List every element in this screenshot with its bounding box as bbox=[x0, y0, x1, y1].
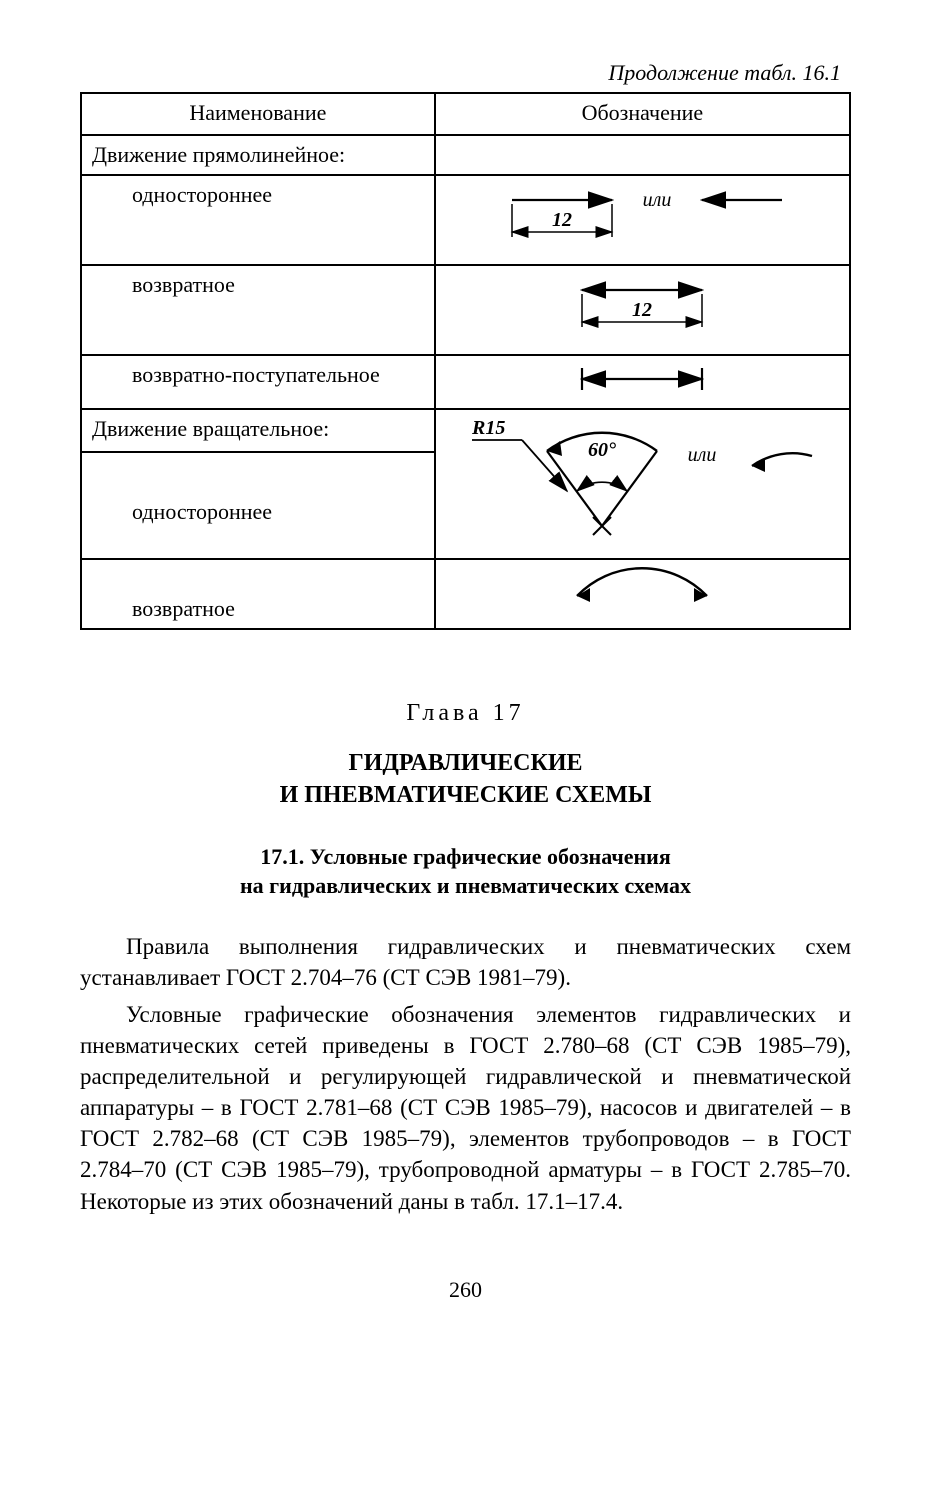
rot-one-icon: R15 60° bbox=[462, 416, 822, 546]
page: Продолжение табл. 16.1 Наименование Обоз… bbox=[0, 0, 931, 1500]
symbol-cell: R15 60° bbox=[435, 409, 850, 559]
symbol-cell bbox=[435, 559, 850, 629]
title-line-2: И ПНЕВМАТИЧЕСКИЕ СХЕМЫ bbox=[80, 779, 851, 811]
symbol-cell: 12 или bbox=[435, 175, 850, 265]
group-title: Движение вращательное: bbox=[81, 409, 435, 452]
row-name: возвратное bbox=[81, 265, 435, 355]
header-sym: Обозначение bbox=[435, 93, 850, 135]
table-row: Движение вращательное: R15 bbox=[81, 409, 850, 452]
table-header-row: Наименование Обозначение bbox=[81, 93, 850, 135]
svg-text:12: 12 bbox=[632, 299, 652, 321]
body-paragraph: Правила выполнения гидравлических и пнев… bbox=[80, 931, 851, 993]
section-title: 17.1. Условные графические обозначения н… bbox=[80, 842, 851, 901]
row-name: возвратно-поступательное bbox=[81, 355, 435, 409]
linear-rev-icon: 12 bbox=[557, 272, 727, 342]
title-line-1: ГИДРАВЛИЧЕСКИЕ bbox=[80, 747, 851, 779]
chapter-label: Глава 17 bbox=[80, 700, 851, 727]
svg-text:60°: 60° bbox=[588, 439, 616, 461]
symbol-cell: 12 bbox=[435, 265, 850, 355]
chapter-title: ГИДРАВЛИЧЕСКИЕ И ПНЕВМАТИЧЕСКИЕ СХЕМЫ bbox=[80, 747, 851, 812]
table-row: возвратное 12 bbox=[81, 265, 850, 355]
body-paragraph: Условные графические обозначения элемент… bbox=[80, 999, 851, 1216]
section-line-1: 17.1. Условные графические обозначения bbox=[80, 842, 851, 872]
svg-text:R15: R15 bbox=[471, 417, 505, 439]
row-name: одностороннее bbox=[81, 175, 435, 265]
page-number: 260 bbox=[80, 1277, 851, 1303]
svg-text:или: или bbox=[688, 444, 717, 466]
header-name: Наименование bbox=[81, 93, 435, 135]
row-name: возвратное bbox=[81, 559, 435, 629]
linear-one-icon: 12 или bbox=[492, 182, 792, 252]
row-name: одностороннее bbox=[81, 452, 435, 559]
symbol-cell bbox=[435, 355, 850, 409]
table-row: возвратное bbox=[81, 559, 850, 629]
svg-text:12: 12 bbox=[552, 209, 572, 231]
table-row: возвратно-поступательное bbox=[81, 355, 850, 409]
linear-recip-icon bbox=[567, 362, 717, 396]
symbols-table: Наименование Обозначение Движение прямол… bbox=[80, 92, 851, 630]
symbol-cell bbox=[435, 135, 850, 175]
group-title: Движение прямолинейное: bbox=[81, 135, 435, 175]
rot-rev-icon bbox=[557, 566, 727, 606]
table-row: Движение прямолинейное: bbox=[81, 135, 850, 175]
table-row: одностороннее bbox=[81, 175, 850, 265]
section-line-2: на гидравлических и пневматических схема… bbox=[80, 871, 851, 901]
svg-text:или: или bbox=[643, 189, 672, 211]
table-caption: Продолжение табл. 16.1 bbox=[80, 60, 841, 86]
